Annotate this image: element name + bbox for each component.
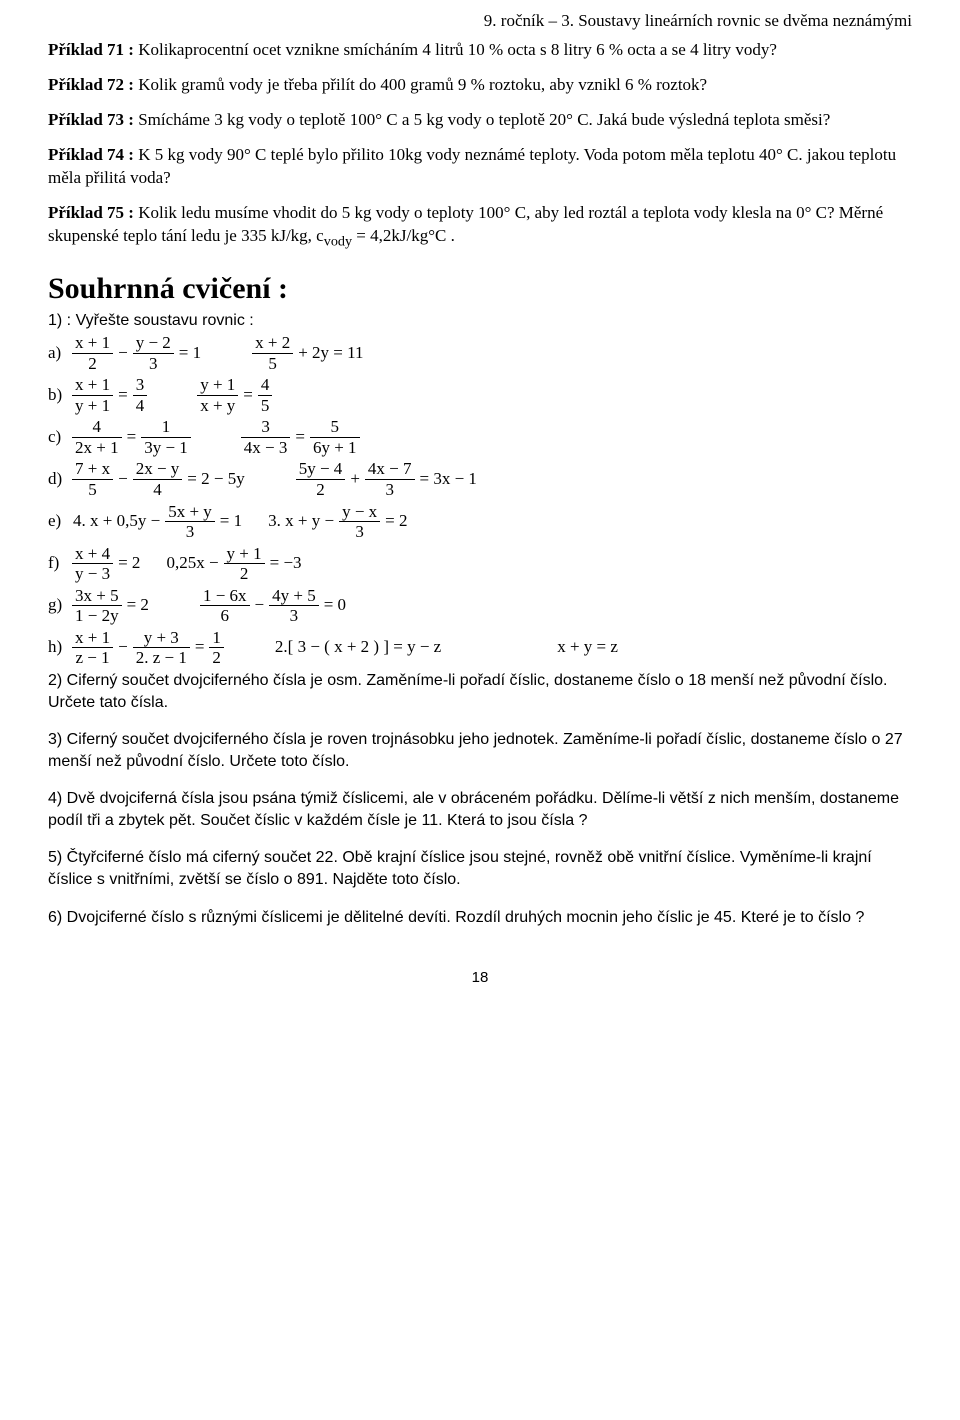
problem-72-label: Příklad 72 :: [48, 75, 134, 94]
problem-74: Příklad 74 : K 5 kg vody 90° C teplé byl…: [48, 144, 912, 190]
question-3: 3) Ciferný součet dvojciferného čísla je…: [48, 729, 912, 772]
eq-c: c) 42x + 1 = 13y − 1 34x − 3 = 56y + 1: [48, 417, 912, 457]
problem-71: Příklad 71 : Kolikaprocentní ocet vznikn…: [48, 39, 912, 62]
frac: x + 12: [72, 333, 113, 373]
problem-73: Příklad 73 : Smícháme 3 kg vody o teplot…: [48, 109, 912, 132]
eq-e-label: e): [48, 510, 70, 533]
frac: 2x − y4: [133, 459, 183, 499]
problem-74-label: Příklad 74 :: [48, 145, 134, 164]
page-root: 9. ročník – 3. Soustavy lineárních rovni…: [0, 0, 960, 1029]
problem-75-text-b: = 4,2kJ/kg°C .: [352, 226, 455, 245]
question-6: 6) Dvojciferné číslo s různými číslicemi…: [48, 907, 912, 929]
question-2: 2) Ciferný součet dvojciferného čísla je…: [48, 670, 912, 713]
frac: x + 4y − 3: [72, 544, 113, 584]
eq-h: h) x + 1z − 1 − y + 32. z − 1 = 12 2.[ 3…: [48, 628, 912, 668]
frac: y + 12: [224, 544, 265, 584]
frac: 5y − 42: [296, 459, 346, 499]
eq-b-label: b): [48, 384, 70, 407]
eq-a: a) x + 12 − y − 23 = 1 x + 25 + 2y = 11: [48, 333, 912, 373]
frac: 12: [209, 628, 224, 668]
ex1-intro: 1) : Vyřešte soustavu rovnic :: [48, 310, 912, 332]
question-4: 4) Dvě dvojciferná čísla jsou psána tými…: [48, 788, 912, 831]
frac: 3x + 51 − 2y: [72, 586, 122, 626]
chapter-header: 9. ročník – 3. Soustavy lineárních rovni…: [48, 10, 912, 33]
page-number: 18: [48, 968, 912, 988]
problem-72: Příklad 72 : Kolik gramů vody je třeba p…: [48, 74, 912, 97]
eq-h-label: h): [48, 636, 70, 659]
question-5: 5) Čtyřciferné číslo má ciferný součet 2…: [48, 847, 912, 890]
frac: 34: [133, 375, 148, 415]
frac: 13y − 1: [141, 417, 191, 457]
eq-b: b) x + 1y + 1 = 34 y + 1x + y = 45: [48, 375, 912, 415]
problem-74-text: K 5 kg vody 90° C teplé bylo přilito 10k…: [48, 145, 896, 187]
eq-a-label: a): [48, 342, 70, 365]
problem-75: Příklad 75 : Kolik ledu musíme vhodit do…: [48, 202, 912, 251]
eq-f-label: f): [48, 552, 70, 575]
frac: 42x + 1: [72, 417, 122, 457]
frac: y + 1x + y: [197, 375, 238, 415]
frac: 45: [258, 375, 273, 415]
problem-75-subscript: vody: [324, 233, 352, 249]
eq-d: d) 7 + x5 − 2x − y4 = 2 − 5y 5y − 42 + 4…: [48, 459, 912, 499]
frac: 4y + 53: [269, 586, 319, 626]
frac: 5x + y3: [165, 502, 215, 542]
problem-73-label: Příklad 73 :: [48, 110, 134, 129]
eq-e: e) 4. x + 0,5y − 5x + y3 = 1 3. x + y − …: [48, 502, 912, 542]
eq-h-tail: x + y = z: [554, 636, 621, 659]
problem-71-text: Kolikaprocentní ocet vznikne smícháním 4…: [134, 40, 777, 59]
frac: x + 25: [252, 333, 293, 373]
problem-72-text: Kolik gramů vody je třeba přilít do 400 …: [134, 75, 707, 94]
problem-71-label: Příklad 71 :: [48, 40, 134, 59]
frac: 34x − 3: [241, 417, 291, 457]
summary-heading: Souhrnná cvičení :: [48, 269, 912, 310]
eq-c-label: c): [48, 426, 70, 449]
eq-g: g) 3x + 51 − 2y = 2 1 − 6x6 − 4y + 53 = …: [48, 586, 912, 626]
frac: y − 23: [133, 333, 174, 373]
frac: 4x − 73: [365, 459, 415, 499]
problem-73-text: Smícháme 3 kg vody o teplotě 100° C a 5 …: [134, 110, 830, 129]
eq-h-mid: 2.[ 3 − ( x + 2 ) ] = y − z: [272, 636, 444, 659]
frac: x + 1y + 1: [72, 375, 113, 415]
frac: y − x3: [339, 502, 380, 542]
problem-75-text-a: Kolik ledu musíme vhodit do 5 kg vody o …: [48, 203, 883, 245]
frac: y + 32. z − 1: [133, 628, 190, 668]
frac: 56y + 1: [310, 417, 360, 457]
frac: 7 + x5: [72, 459, 113, 499]
eq-g-label: g): [48, 594, 70, 617]
eq-d-label: d): [48, 468, 70, 491]
frac: 1 − 6x6: [200, 586, 250, 626]
frac: x + 1z − 1: [72, 628, 113, 668]
eq-f: f) x + 4y − 3 = 2 0,25x − y + 12 = −3: [48, 544, 912, 584]
problem-75-label: Příklad 75 :: [48, 203, 134, 222]
